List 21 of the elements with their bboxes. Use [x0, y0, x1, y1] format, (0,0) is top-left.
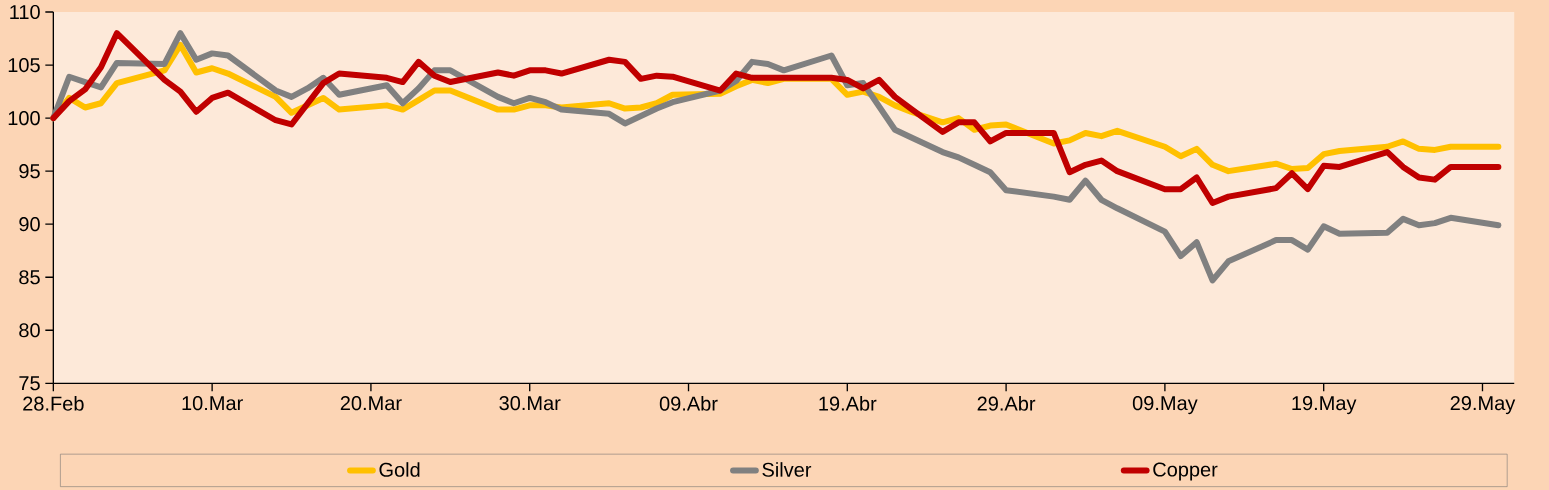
y-tick-label: 90	[19, 217, 40, 232]
y-tick-label: 105	[8, 57, 40, 73]
y-tick-label: 110	[10, 4, 40, 20]
y-tick-label: 95	[19, 164, 40, 179]
y-tick-label: 80	[19, 323, 40, 338]
x-tick-label: 29.May	[1450, 396, 1516, 415]
x-tick-label: 10.Mar	[182, 396, 243, 411]
x-tick-label: 09.Abr	[659, 396, 718, 411]
x-tick-label: 09.May	[1132, 396, 1198, 415]
legend-label: Gold	[379, 462, 420, 477]
x-tick-label: 19.Abr	[819, 396, 877, 411]
legend-label: Copper	[1153, 462, 1218, 481]
y-tick-label: 85	[19, 270, 40, 285]
x-tick-label: 30.Mar	[499, 396, 561, 411]
x-tick-label: 20.Mar	[340, 396, 402, 411]
x-tick-label: 19.May	[1292, 396, 1357, 415]
x-tick-label: 28.Feb	[23, 396, 84, 411]
x-tick-label: 29.Abr	[977, 396, 1036, 411]
y-tick-label: 100	[8, 111, 40, 126]
legend-label: Silver	[762, 462, 812, 477]
y-tick-label: 75	[19, 376, 40, 391]
